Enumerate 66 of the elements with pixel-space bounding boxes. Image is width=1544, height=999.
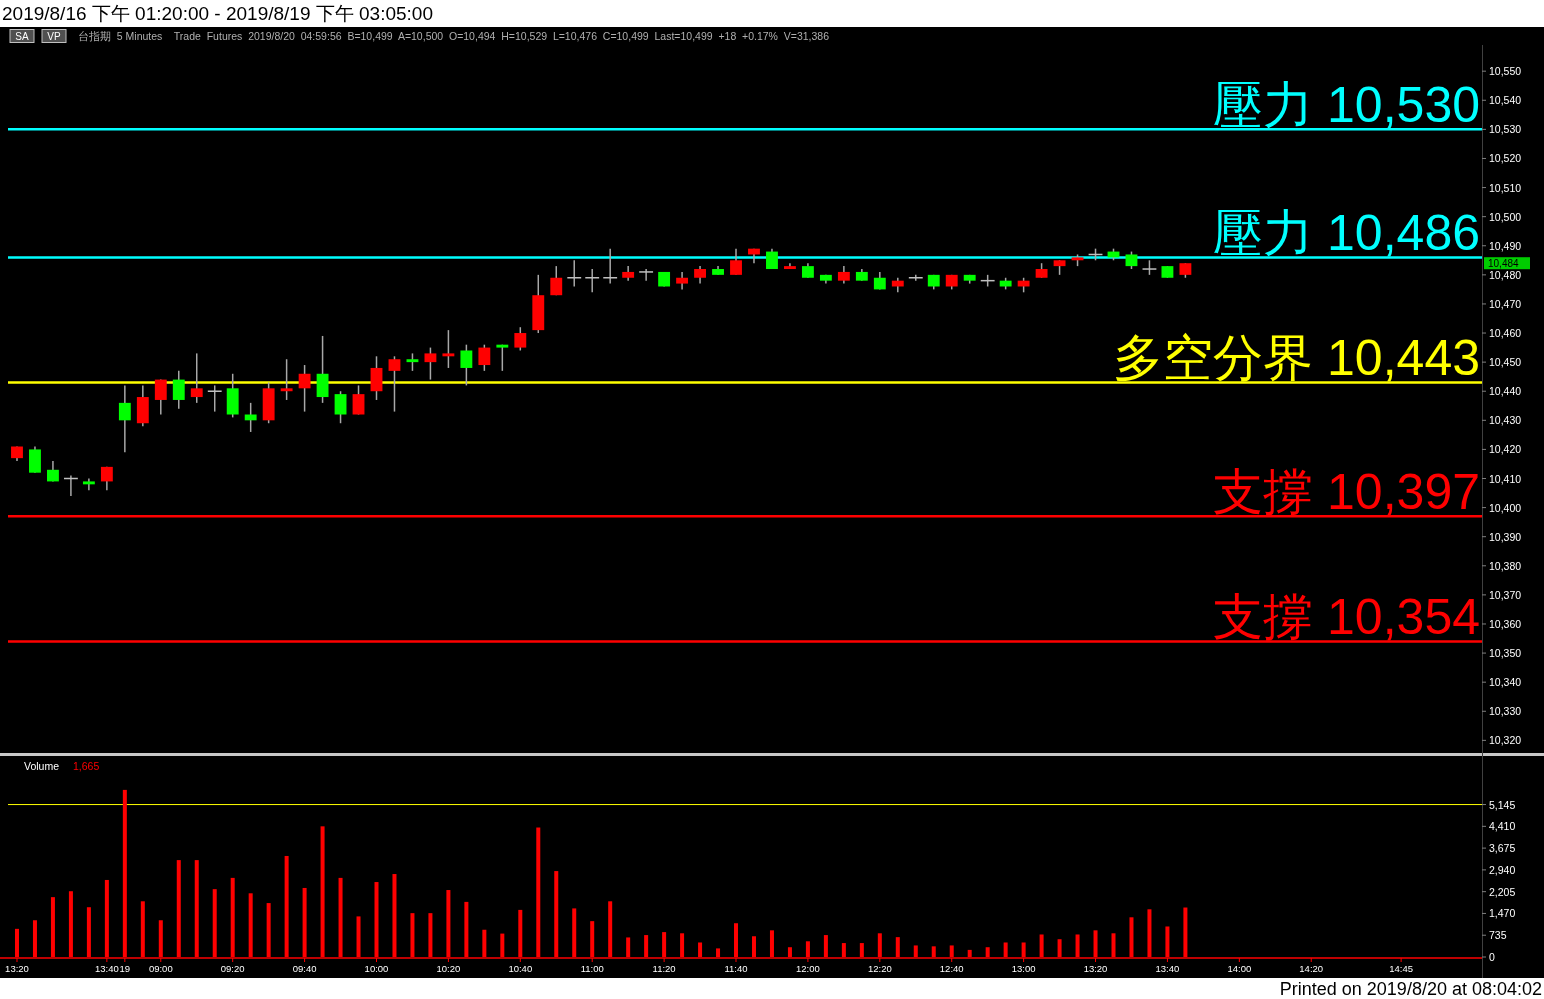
x-tick-label: 14:00 [1227, 963, 1252, 974]
chart-title: 2019/8/16 下午 01:20:00 - 2019/8/19 下午 03:05:00 [2, 3, 433, 24]
y-tick-label: 10,520 [1489, 152, 1522, 165]
x-tick-label: 14:45 [1389, 963, 1413, 974]
y-tick-label: 10,440 [1489, 385, 1522, 398]
text: VP [47, 31, 61, 42]
y-tick-label: 10,410 [1489, 472, 1522, 485]
x-tick-label: 13:20 [1083, 963, 1108, 974]
x-tick-label: 12:20 [867, 963, 892, 974]
text: Printed on 2019/8/20 at 08:04:02 [1279, 979, 1542, 999]
x-tick-label: 12:00 [796, 963, 820, 974]
y-tick-label: 4,410 [1489, 820, 1516, 833]
y-tick-label: 10,510 [1489, 181, 1522, 194]
x-tick-label: 09:20 [220, 963, 245, 974]
y-tick-label: 3,675 [1489, 842, 1516, 855]
y-tick-label: 10,380 [1489, 559, 1522, 572]
y-tick-label: 10,430 [1489, 414, 1522, 427]
y-tick-label: 10,490 [1489, 239, 1522, 252]
y-tick-label: 10,340 [1489, 676, 1522, 689]
ref-line-label: 壓力 10,530 [1213, 77, 1480, 134]
x-tick-label: 10:00 [364, 963, 389, 974]
chart-subtitle: 台指期 5 Minutes Trade Futures 2019/8/20 04:59:56 B=10,499 A=10,500 O=10,494 H=10,529 L=10,476 C=10,499 Last=10,499 +18 +0.17% V=31,386 [78, 30, 830, 42]
y-tick-label: 10,350 [1489, 647, 1522, 660]
x-tick-label: 13:40 [1155, 963, 1180, 974]
x-tick-label: 10:20 [436, 963, 461, 974]
x-tick-label: 11:20 [652, 963, 676, 974]
y-tick-label: 10,550 [1489, 65, 1522, 78]
y-tick-label: 10,370 [1489, 588, 1522, 601]
y-tick-label: 10,450 [1489, 356, 1522, 369]
x-tick-label: 13:20 [5, 963, 29, 974]
x-tick-label: 19 [119, 963, 131, 974]
y-tick-label: 10,470 [1489, 297, 1522, 310]
x-tick-label: 10:40 [508, 963, 533, 974]
ref-line-label: 多空分界 10,443 [1113, 330, 1480, 387]
text: 10,484 [1488, 258, 1520, 270]
y-tick-label: 2,205 [1489, 885, 1516, 898]
y-tick-label: 10,480 [1489, 268, 1522, 281]
y-tick-label: 10,320 [1489, 734, 1522, 747]
y-tick-label: 5,145 [1489, 798, 1516, 811]
text: SA [15, 31, 29, 42]
y-tick-label: 10,420 [1489, 443, 1522, 456]
x-tick-label: 11:40 [724, 963, 748, 974]
y-tick-label: 0 [1489, 951, 1495, 963]
y-tick-label: 10,500 [1489, 210, 1522, 223]
y-tick-label: 10,400 [1489, 501, 1522, 514]
annotation: 1,665 [73, 760, 100, 772]
x-tick-label: 09:00 [148, 963, 173, 974]
y-tick-label: 10,540 [1489, 94, 1522, 107]
y-tick-label: 10,390 [1489, 530, 1522, 543]
x-tick-label: 14:20 [1299, 963, 1324, 974]
x-tick-label: 12:40 [939, 963, 964, 974]
ref-line-label: 支撐 10,354 [1213, 589, 1480, 646]
y-tick-label: 10,530 [1489, 123, 1522, 136]
x-tick-label: 11:00 [580, 963, 604, 974]
y-tick-label: 735 [1489, 929, 1507, 942]
y-tick-label: 10,330 [1489, 705, 1522, 718]
x-tick-label: 13:00 [1011, 963, 1036, 974]
ref-line-label: 支撐 10,397 [1213, 464, 1480, 521]
y-tick-label: 10,460 [1489, 327, 1522, 340]
y-tick-label: 2,940 [1489, 863, 1516, 876]
ref-line-label: 壓力 10,486 [1213, 205, 1480, 262]
x-tick-label: 09:40 [292, 963, 317, 974]
chart-title: Volume [24, 760, 60, 772]
y-tick-label: 1,470 [1489, 907, 1516, 920]
x-tick-label: 13:40 [94, 963, 119, 974]
y-tick-label: 10,360 [1489, 617, 1522, 630]
